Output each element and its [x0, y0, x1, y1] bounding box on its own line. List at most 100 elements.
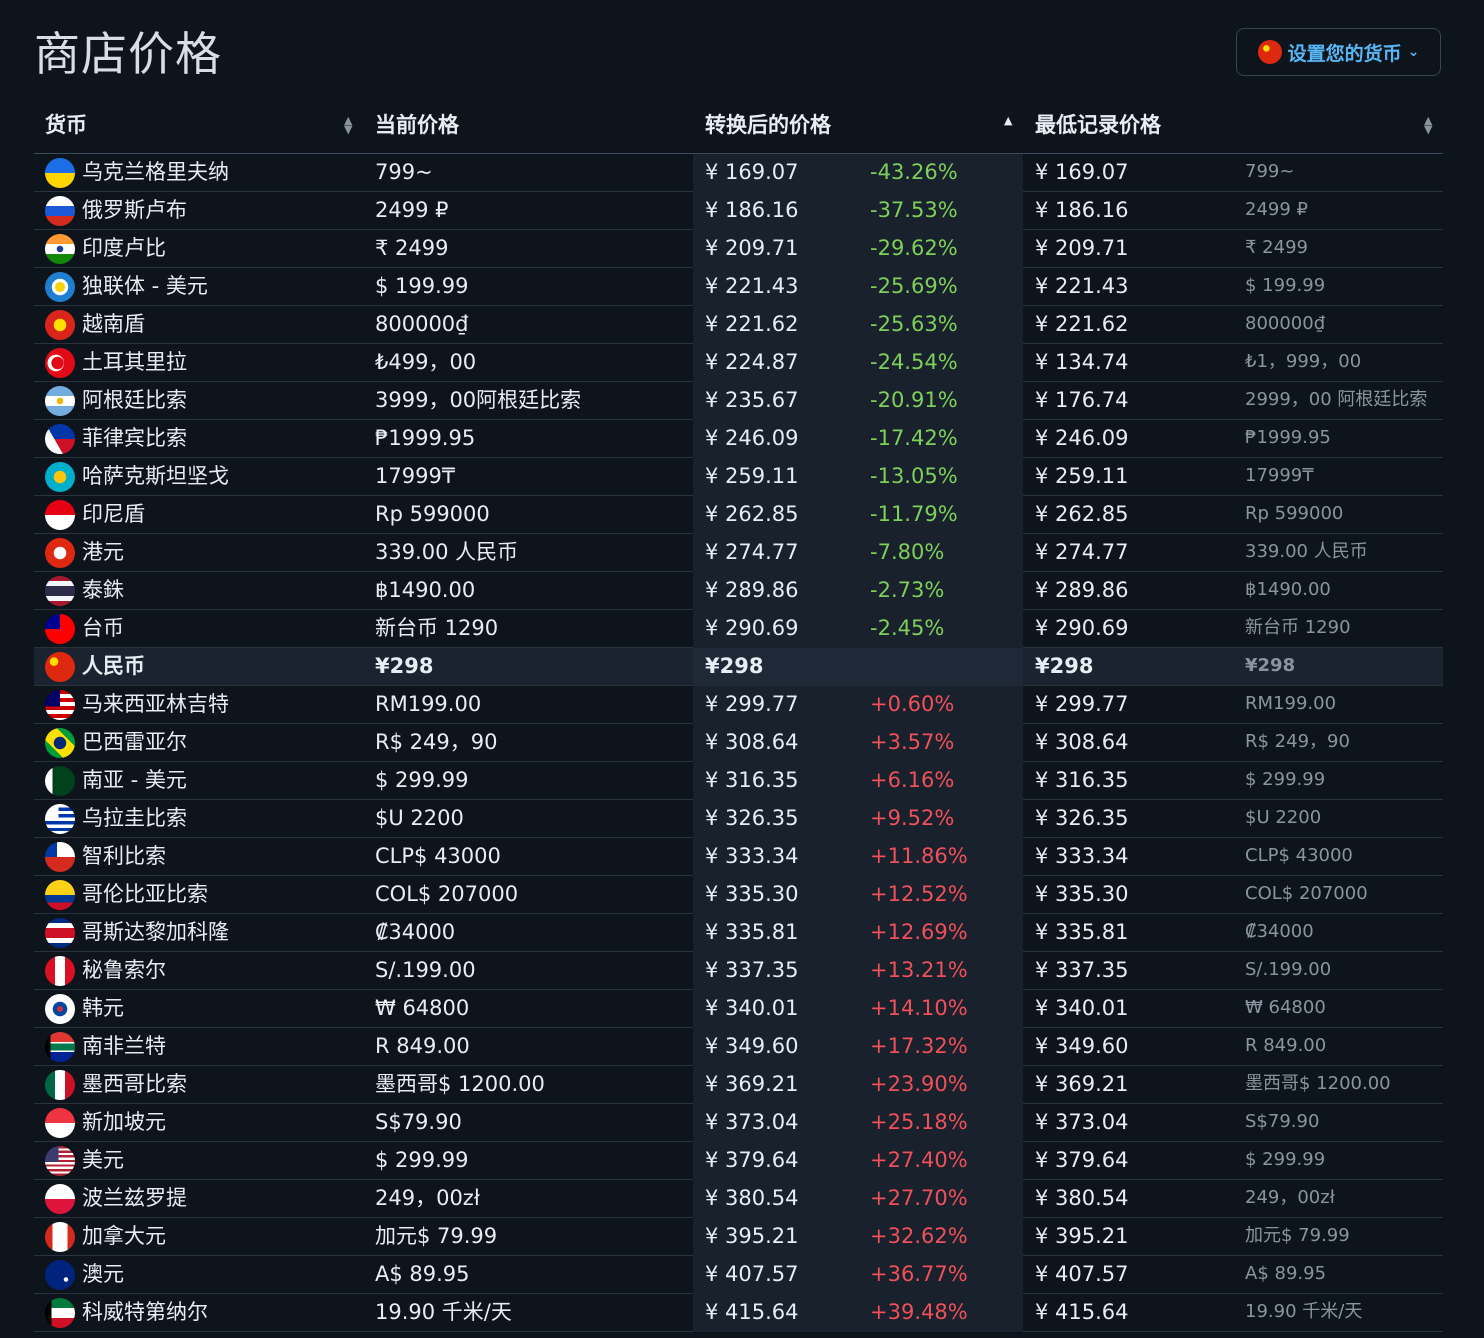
- current-price: $ 299.99: [375, 1148, 469, 1172]
- lowest-converted-price: ¥ 209.71: [1035, 236, 1129, 260]
- price-difference: -24.54%: [870, 350, 958, 374]
- converted-column-bg: [693, 876, 1023, 914]
- price-difference: -20.91%: [870, 388, 958, 412]
- current-price: 339.00 人民币: [375, 540, 519, 564]
- table-body: 乌克兰格里夫纳 799~ ¥ 169.07 -43.26% ¥ 169.07 799~ 俄罗…: [34, 154, 1443, 1332]
- lowest-converted-price: ¥298: [1035, 654, 1094, 678]
- converted-price: ¥ 290.69: [705, 616, 799, 640]
- converted-price: ¥ 169.07: [705, 160, 799, 184]
- converted-column-bg: [693, 838, 1023, 876]
- lowest-local-price: 2499 ₽: [1245, 199, 1308, 220]
- price-difference: +3.57%: [870, 730, 955, 754]
- lowest-local-price: ฿1490.00: [1245, 579, 1331, 600]
- lowest-local-price: R$ 249，90: [1245, 731, 1350, 752]
- table-row: 哥斯达黎加科隆 ₡34000 ¥ 335.81 +12.69% ¥ 335.81 ₡340…: [34, 914, 1443, 952]
- lowest-local-price: $ 299.99: [1245, 769, 1326, 790]
- cr-flag-icon: [45, 918, 75, 948]
- currency-name: 乌拉圭比索: [82, 806, 187, 830]
- converted-column-bg: [693, 1142, 1023, 1180]
- lowest-converted-price: ¥ 221.62: [1035, 312, 1129, 336]
- lowest-converted-price: ¥ 221.43: [1035, 274, 1129, 298]
- table-row: 哥伦比亚比索 COL$ 207000 ¥ 335.30 +12.52% ¥ 335.30…: [34, 876, 1443, 914]
- price-difference: +36.77%: [870, 1262, 968, 1286]
- converted-price: ¥ 379.64: [705, 1148, 799, 1172]
- converted-price: ¥ 259.11: [705, 464, 799, 488]
- table-row: 乌克兰格里夫纳 799~ ¥ 169.07 -43.26% ¥ 169.07 799~: [34, 154, 1443, 192]
- current-price: COL$ 207000: [375, 882, 519, 906]
- current-price: R 849.00: [375, 1034, 470, 1058]
- lowest-converted-price: ¥ 395.21: [1035, 1224, 1129, 1248]
- current-price: 加元$ 79.99: [375, 1224, 498, 1248]
- lowest-local-price: 墨西哥$ 1200.00: [1245, 1073, 1391, 1094]
- current-price: Rp 599000: [375, 502, 490, 526]
- table-row: 印尼盾 Rp 599000 ¥ 262.85 -11.79% ¥ 262.85 Rp 59…: [34, 496, 1443, 534]
- lowest-converted-price: ¥ 274.77: [1035, 540, 1129, 564]
- lowest-local-price: Rp 599000: [1245, 503, 1344, 524]
- tw-flag-icon: [45, 614, 75, 644]
- current-price: 新台币 1290: [375, 616, 499, 640]
- uy-flag-icon: [45, 804, 75, 834]
- table-row: 印度卢比 ₹ 2499 ¥ 209.71 -29.62% ¥ 209.71 ₹ 2499: [34, 230, 1443, 268]
- converted-column-bg: [693, 458, 1023, 496]
- sort-lowest-icon[interactable]: ▲ ▼: [1424, 114, 1433, 136]
- converted-column-bg: [693, 230, 1023, 268]
- converted-price: ¥ 380.54: [705, 1186, 799, 1210]
- header-current-price[interactable]: 当前价格: [375, 113, 459, 137]
- lowest-converted-price: ¥ 289.86: [1035, 578, 1129, 602]
- currency-name: 印尼盾: [82, 502, 145, 526]
- currency-name: 加拿大元: [82, 1224, 166, 1248]
- currency-name: 印度卢比: [82, 236, 166, 260]
- set-currency-label: 设置您的货币: [1287, 42, 1402, 65]
- price-difference: +9.52%: [870, 806, 955, 830]
- table-row: 加拿大元 加元$ 79.99 ¥ 395.21 +32.62% ¥ 395.21 加元$ …: [34, 1218, 1443, 1256]
- table-row: 人民币 ¥298 ¥298 ¥298 ¥298: [34, 648, 1443, 686]
- header-converted-price[interactable]: 转换后的价格: [705, 113, 831, 137]
- vn-flag-icon: [45, 310, 75, 340]
- tr-flag-icon: [45, 348, 75, 378]
- th-flag-icon: [45, 576, 75, 606]
- lowest-local-price: 19.90 千米/天: [1245, 1301, 1363, 1322]
- pk-flag-icon: [45, 766, 75, 796]
- converted-price: ¥ 274.77: [705, 540, 799, 564]
- lowest-converted-price: ¥ 186.16: [1035, 198, 1129, 222]
- br-flag-icon: [45, 728, 75, 758]
- header-lowest-price[interactable]: 最低记录价格: [1035, 113, 1161, 137]
- sg-flag-icon: [45, 1108, 75, 1138]
- set-currency-button[interactable]: 设置您的货币 ⌄: [1236, 28, 1441, 76]
- lowest-converted-price: ¥ 262.85: [1035, 502, 1129, 526]
- current-price: ₺499，00: [375, 350, 477, 374]
- lowest-converted-price: ¥ 290.69: [1035, 616, 1129, 640]
- current-price: S/.199.00: [375, 958, 476, 982]
- price-difference: +11.86%: [870, 844, 968, 868]
- converted-column-bg: [693, 192, 1023, 230]
- price-difference: +27.40%: [870, 1148, 968, 1172]
- ca-flag-icon: [45, 1222, 75, 1252]
- table-row: 港元 339.00 人民币 ¥ 274.77 -7.80% ¥ 274.77 339.00…: [34, 534, 1443, 572]
- price-difference: -2.45%: [870, 616, 945, 640]
- current-price: S$79.90: [375, 1110, 462, 1134]
- lowest-local-price: RM199.00: [1245, 693, 1337, 714]
- current-price: 249，00zł: [375, 1186, 480, 1210]
- current-price: 2499 ₽: [375, 198, 449, 222]
- converted-column-bg: [693, 800, 1023, 838]
- converted-price: ¥ 335.30: [705, 882, 799, 906]
- sort-converted-asc-icon[interactable]: ▲: [1004, 114, 1013, 127]
- sort-currency-icon[interactable]: ▲ ▼: [344, 114, 353, 136]
- lowest-local-price: 249，00zł: [1245, 1187, 1335, 1208]
- mx-flag-icon: [45, 1070, 75, 1100]
- table-row: 新加坡元 S$79.90 ¥ 373.04 +25.18% ¥ 373.04 S$79.9…: [34, 1104, 1443, 1142]
- lowest-local-price: ₱1999.95: [1245, 427, 1331, 448]
- converted-column-bg: [693, 914, 1023, 952]
- price-difference: +0.60%: [870, 692, 955, 716]
- converted-column-bg: [693, 1066, 1023, 1104]
- currency-name: 马来西亚林吉特: [82, 692, 229, 716]
- converted-price: ¥ 415.64: [705, 1300, 799, 1324]
- lowest-converted-price: ¥ 379.64: [1035, 1148, 1129, 1172]
- lowest-local-price: R 849.00: [1245, 1035, 1327, 1056]
- price-difference: +27.70%: [870, 1186, 968, 1210]
- currency-name: 俄罗斯卢布: [82, 198, 187, 222]
- price-difference: +39.48%: [870, 1300, 968, 1324]
- header-currency[interactable]: 货币: [45, 113, 87, 137]
- ru-flag-icon: [45, 196, 75, 226]
- currency-name: 台币: [82, 616, 124, 640]
